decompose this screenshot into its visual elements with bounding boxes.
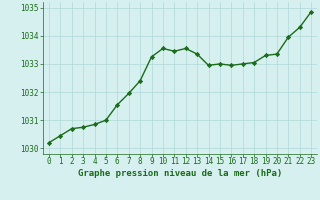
X-axis label: Graphe pression niveau de la mer (hPa): Graphe pression niveau de la mer (hPa) <box>78 169 282 178</box>
